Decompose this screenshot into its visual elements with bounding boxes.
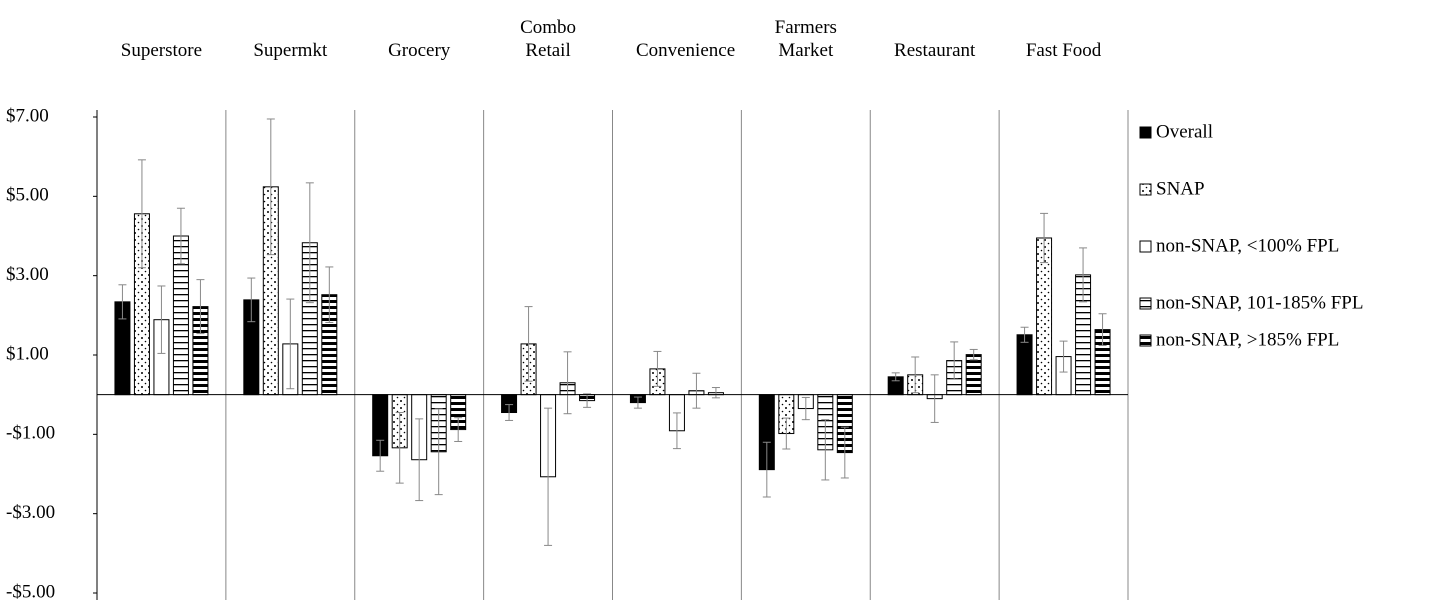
error-bar — [782, 417, 791, 450]
legend-swatch — [1139, 183, 1152, 196]
error-bar — [196, 279, 205, 335]
y-tick-label: -$3.00 — [6, 502, 55, 523]
legend-swatch — [1139, 240, 1152, 253]
error-bar — [1020, 326, 1029, 343]
x-tick-label: Restaurant — [894, 40, 976, 61]
y-tick-label: $1.00 — [6, 343, 49, 364]
legend-swatch — [1139, 297, 1152, 310]
y-tick-label: -$5.00 — [6, 581, 55, 602]
category-label-box: Superstore — [96, 0, 226, 62]
error-bar — [891, 372, 900, 382]
y-tick-label: $5.00 — [6, 185, 49, 206]
x-tick-label: Supermkt — [253, 40, 328, 61]
error-bar — [305, 182, 314, 304]
error-bar — [821, 419, 830, 481]
error-bar — [1059, 340, 1068, 373]
error-bar — [1098, 313, 1107, 346]
legend-label: Overall — [1156, 121, 1213, 142]
legend-label: non-SNAP, <100% FPL — [1156, 235, 1339, 256]
error-bar — [653, 350, 662, 387]
error-bar — [505, 404, 514, 421]
legend-label: non-SNAP, 101-185% FPL — [1156, 292, 1363, 313]
category-label-box: Restaurant — [870, 0, 1000, 62]
bar — [965, 354, 982, 396]
error-bar — [1079, 247, 1088, 303]
x-tick-label: Fast Food — [1025, 40, 1102, 61]
x-tick-label: Combo Retail — [520, 17, 577, 61]
error-bar — [563, 351, 572, 415]
error-bar — [801, 396, 810, 421]
error-bar — [692, 372, 701, 409]
error-bar — [762, 441, 771, 498]
error-bar — [840, 426, 849, 479]
category-label-box: Grocery — [354, 0, 484, 62]
error-bar — [544, 407, 553, 546]
legend-label: non-SNAP, >185% FPL — [1156, 329, 1339, 350]
error-bar — [711, 387, 720, 399]
error-bar — [118, 284, 127, 320]
error-bar — [454, 417, 463, 442]
error-bar — [395, 412, 404, 484]
error-bar — [911, 356, 920, 394]
error-bar — [969, 348, 978, 361]
legend-label: SNAP — [1156, 178, 1205, 199]
error-bar — [415, 418, 424, 502]
error-bar — [524, 306, 533, 382]
x-tick-label: Grocery — [388, 40, 451, 61]
error-bar — [583, 393, 592, 408]
error-bar — [1040, 212, 1049, 264]
category-label-box: Supermkt — [225, 0, 355, 62]
y-tick-label: $7.00 — [6, 105, 49, 126]
error-bar — [672, 412, 681, 450]
error-bar — [247, 277, 256, 323]
y-tick-label: -$1.00 — [6, 423, 55, 444]
x-tick-label: Farmers Market — [774, 17, 837, 61]
error-bar — [376, 439, 385, 472]
category-label-box: Convenience — [612, 0, 742, 62]
legend-swatch — [1139, 334, 1152, 347]
y-tick-label: $3.00 — [6, 264, 49, 285]
bar — [1016, 334, 1033, 396]
error-bar — [286, 298, 295, 390]
error-bar — [176, 207, 185, 265]
x-tick-label: Convenience — [635, 40, 736, 61]
error-bar — [950, 341, 959, 380]
category-label-box: Farmers Market — [741, 0, 871, 62]
error-bar — [633, 396, 642, 409]
error-bar — [137, 159, 146, 269]
error-bar — [266, 118, 275, 256]
category-label-box: Fast Food — [999, 0, 1129, 62]
error-bar — [930, 374, 939, 423]
x-tick-label: Superstore — [120, 40, 203, 61]
legend-swatch — [1139, 126, 1152, 139]
error-bar — [325, 266, 334, 323]
category-label-box: Combo Retail — [483, 0, 613, 62]
error-bar — [434, 408, 443, 496]
error-bar — [157, 285, 166, 354]
